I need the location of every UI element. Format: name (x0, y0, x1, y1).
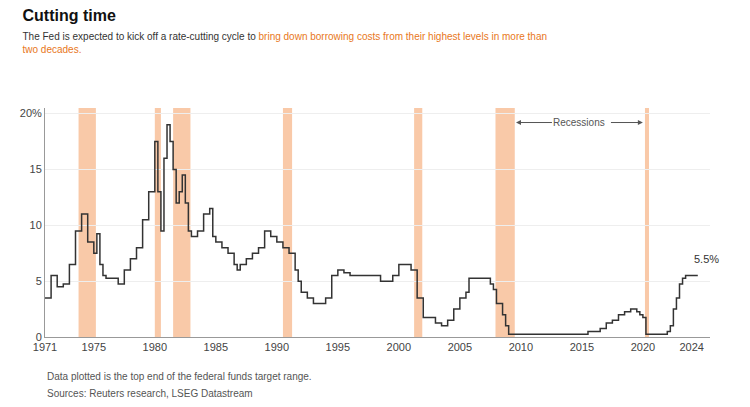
svg-text:1975: 1975 (82, 341, 106, 353)
svg-text:5: 5 (36, 275, 42, 287)
svg-text:2005: 2005 (448, 341, 472, 353)
svg-text:1971: 1971 (33, 341, 57, 353)
svg-text:The Fed is expected to kick of: The Fed is expected to kick off a rate-c… (23, 31, 548, 55)
svg-text:Sources: Reuters research, LSE: Sources: Reuters research, LSEG Datastre… (47, 388, 253, 399)
svg-text:15: 15 (30, 163, 42, 175)
svg-text:1990: 1990 (265, 341, 289, 353)
svg-text:1985: 1985 (204, 341, 228, 353)
svg-text:1995: 1995 (326, 341, 350, 353)
svg-text:2015: 2015 (570, 341, 594, 353)
svg-text:2010: 2010 (509, 341, 533, 353)
svg-text:Cutting time: Cutting time (23, 7, 116, 24)
svg-text:20%: 20% (20, 107, 42, 119)
svg-text:2000: 2000 (387, 341, 411, 353)
svg-text:1980: 1980 (143, 341, 167, 353)
svg-text:Recessions: Recessions (553, 117, 605, 128)
svg-text:10: 10 (30, 219, 42, 231)
svg-text:2024: 2024 (679, 341, 703, 353)
svg-text:0: 0 (36, 331, 42, 343)
svg-text:Data plotted is the top end of: Data plotted is the top end of the feder… (47, 371, 312, 382)
svg-text:5.5%: 5.5% (694, 253, 719, 265)
svg-text:2020: 2020 (631, 341, 655, 353)
